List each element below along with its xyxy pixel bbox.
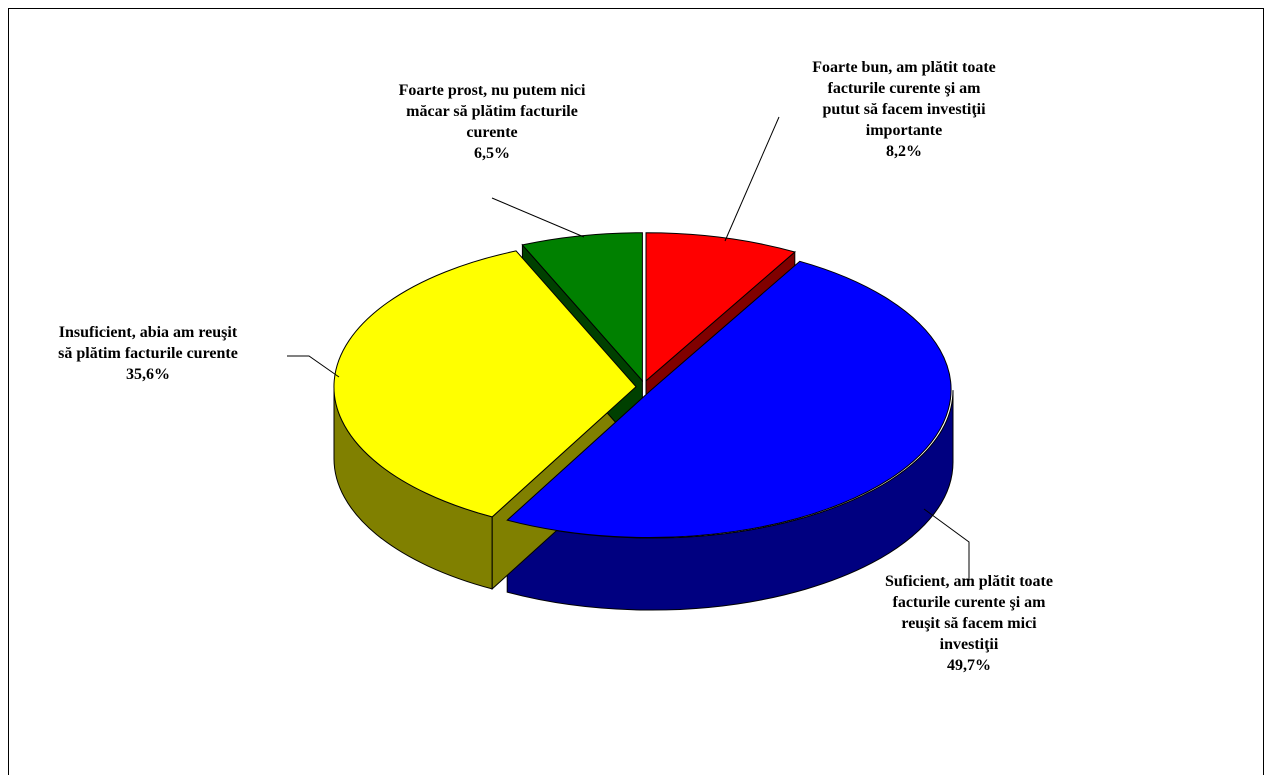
leader-line-foarte-prost [491,197,585,238]
label-line: importante [865,122,943,139]
value-label: 6,5% [474,145,510,162]
leader-line-insuficient [287,355,340,378]
label-line: curente [466,124,518,141]
slice-foarte-bun [645,232,796,382]
side-suficient [506,390,954,611]
label-foarte-bun: Foarte bun, am plătit toate facturile cu… [779,57,1029,162]
slice-insuficient [333,250,637,518]
label-line: reuşit să facem mici [901,615,1037,632]
pie-chart [287,116,970,611]
label-line: Foarte bun, am plătit toate [812,59,996,76]
label-suficient: Suficient, am plătit toate facturile cur… [849,571,1089,676]
label-foarte-prost: Foarte prost, nu putem nici măcar să plă… [372,80,612,164]
leader-line-suficient [923,508,970,581]
label-line: Insuficient, abia am reuşit [58,324,238,341]
label-line: Suficient, am plătit toate [885,573,1053,590]
slice-suficient [506,260,952,539]
leader-line-foarte-bun [724,116,780,242]
value-label: 8,2% [886,143,922,160]
chart-frame: Foarte bun, am plătit toate facturile cu… [8,8,1264,775]
label-line: facturile curente şi am [892,594,1046,611]
label-line: măcar să plătim facturile [406,103,578,120]
value-label: 49,7% [947,657,991,674]
label-line: investiţii [939,636,999,653]
label-line: Foarte prost, nu putem nici [398,82,586,99]
value-label: 35,6% [126,366,170,383]
label-line: putut să facem investiţii [822,101,986,118]
label-insuficient: Insuficient, abia am reuşit să plătim fa… [9,322,287,385]
label-line: facturile curente şi am [827,80,981,97]
label-line: să plătim facturile curente [58,345,238,362]
